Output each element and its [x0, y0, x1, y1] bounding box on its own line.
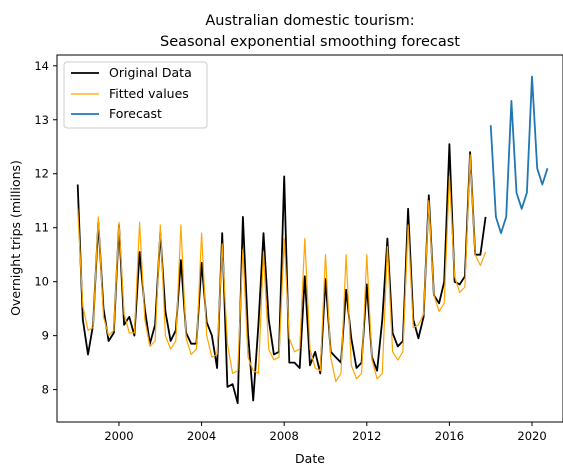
x-tick-label: 2020 — [517, 429, 546, 443]
x-tick-label: 2000 — [104, 429, 133, 443]
legend-label-original-data: Original Data — [109, 65, 192, 80]
series-line-original-data — [76, 143, 487, 405]
plot-lines — [76, 75, 549, 405]
y-tick-label: 10 — [34, 275, 49, 289]
y-tick-label: 12 — [34, 167, 49, 181]
legend-frame — [63, 61, 208, 129]
legend-label-fitted-values: Fitted values — [109, 86, 189, 101]
series-line-fitted-values — [77, 154, 487, 383]
y-tick-label: 13 — [34, 113, 49, 127]
chart-title-line-1: Australian domestic tourism: — [205, 13, 414, 29]
chart-title-line-2: Seasonal exponential smoothing forecast — [160, 34, 460, 50]
x-tick-label: 2004 — [187, 429, 216, 443]
y-tick-label: 9 — [42, 329, 49, 343]
x-axis-label: Date — [295, 451, 325, 466]
y-axis-label: Overnight trips (millions) — [8, 160, 23, 316]
x-tick-label: 2012 — [352, 429, 381, 443]
x-axis: 2000 2004 2008 2012 2016 2020 — [104, 422, 547, 443]
series-line-forecast — [489, 75, 549, 235]
x-tick-label: 2016 — [435, 429, 464, 443]
plot-frame — [56, 54, 563, 423]
legend-label-forecast: Forecast — [109, 106, 162, 121]
legend: Original Data Fitted values Forecast — [63, 61, 208, 129]
y-tick-label: 14 — [34, 59, 49, 73]
y-tick-label: 8 — [42, 383, 49, 397]
x-tick-label: 2008 — [270, 429, 299, 443]
y-axis: 8 9 10 11 12 13 14 — [34, 59, 57, 397]
y-tick-label: 11 — [34, 221, 49, 235]
